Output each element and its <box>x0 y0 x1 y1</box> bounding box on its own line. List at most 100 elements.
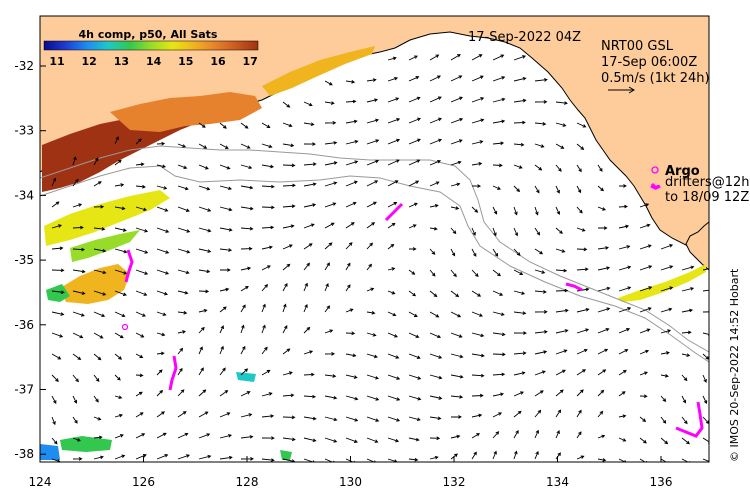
current-arrow-icon <box>387 267 396 271</box>
plot-frame <box>39 15 710 463</box>
currents-source: NRT00 GSL <box>601 39 674 54</box>
current-arrow-icon <box>93 157 99 166</box>
current-arrow-icon <box>576 431 582 439</box>
current-arrow-icon <box>219 248 233 252</box>
current-arrow-icon <box>135 184 146 189</box>
current-arrow-icon <box>177 248 191 254</box>
current-arrow-icon <box>72 395 78 404</box>
x-axis: 124 126 128 130 132 134 136 <box>29 456 673 489</box>
current-arrow-icon <box>345 374 358 379</box>
current-arrow-icon <box>387 56 397 61</box>
current-arrow-icon <box>156 453 169 460</box>
current-arrow-icon <box>555 227 563 234</box>
sst-patch-small-green <box>280 450 292 460</box>
current-arrow-icon <box>240 164 253 170</box>
current-arrow-icon <box>555 122 567 127</box>
colorbar-label: 16 <box>210 55 226 68</box>
current-arrow-icon <box>51 353 62 360</box>
current-arrow-icon <box>114 227 127 232</box>
current-arrow-icon <box>282 204 296 209</box>
argo-legend-line1: drifters@12h <box>665 175 750 190</box>
current-arrow-icon <box>534 100 548 104</box>
current-arrow-icon <box>408 117 421 124</box>
current-arrow-icon <box>660 351 670 355</box>
current-arrow-icon <box>450 353 464 359</box>
current-arrow-icon <box>324 329 334 334</box>
current-arrow-icon <box>303 223 315 229</box>
argo-tracks <box>121 182 704 438</box>
current-arrow-icon <box>408 395 422 401</box>
current-arrow-icon <box>450 227 457 235</box>
current-arrow-icon <box>51 437 58 445</box>
current-arrow-icon <box>93 248 107 253</box>
y-tick-label: -32 <box>14 59 34 73</box>
current-arrow-icon <box>135 162 145 167</box>
current-arrow-icon <box>303 243 313 250</box>
current-arrow-icon <box>282 224 295 229</box>
current-arrow-icon <box>282 183 296 188</box>
current-arrow-icon <box>513 206 518 216</box>
current-arrow-icon <box>324 101 335 105</box>
current-arrow-icon <box>345 395 359 401</box>
colorbar-title: 4h comp, p50, All Sats <box>79 28 218 41</box>
current-arrow-icon <box>576 247 588 252</box>
current-arrow-icon <box>534 269 546 274</box>
current-arrow-icon <box>366 437 379 443</box>
current-arrow-icon <box>366 287 375 292</box>
current-arrow-icon <box>240 143 251 149</box>
current-arrow-icon <box>345 80 356 84</box>
colorbar-label: 15 <box>178 55 193 68</box>
current-arrow-icon <box>135 138 142 145</box>
current-arrow-icon <box>597 266 611 271</box>
current-arrow-icon <box>219 227 233 232</box>
current-arrow-icon <box>681 416 688 425</box>
colorbar-label: 11 <box>49 55 64 68</box>
current-arrow-icon <box>513 290 526 295</box>
argo-legend: Argo drifters@12h to 18/09 12Z <box>650 164 750 205</box>
current-arrow-icon <box>156 432 167 439</box>
current-arrow-icon <box>387 332 398 338</box>
current-arrow-icon <box>408 332 420 339</box>
current-arrow-icon <box>513 185 521 193</box>
current-arrow-icon <box>198 411 209 418</box>
current-arrow-icon <box>198 389 207 397</box>
current-arrow-icon <box>576 122 587 128</box>
current-arrow-icon <box>345 353 357 358</box>
current-arrow-icon <box>282 348 291 355</box>
current-arrow-icon <box>261 303 266 313</box>
current-arrow-icon <box>534 206 539 216</box>
current-arrow-icon <box>408 374 422 380</box>
current-arrow-icon <box>408 311 418 317</box>
current-arrow-icon <box>702 437 709 444</box>
current-arrow-icon <box>702 289 709 292</box>
current-arrow-icon <box>324 416 338 422</box>
current-arrow-icon <box>534 409 542 418</box>
current-arrow-icon <box>555 164 562 172</box>
current-arrow-icon <box>387 311 397 317</box>
current-arrow-icon <box>555 409 562 418</box>
current-arrow-icon <box>534 185 540 194</box>
y-tick-label: -37 <box>14 383 34 397</box>
current-arrow-icon <box>576 307 590 313</box>
current-arrow-icon <box>681 308 694 313</box>
current-arrow-icon <box>471 332 485 338</box>
current-arrow-icon <box>345 222 355 229</box>
current-arrow-icon <box>492 372 506 377</box>
sst-patch-orange-band <box>110 92 262 132</box>
current-arrow-icon <box>618 265 632 271</box>
current-arrow-icon <box>261 245 273 250</box>
current-arrow-icon <box>450 374 464 379</box>
current-arrow-icon <box>261 265 271 271</box>
current-arrow-icon <box>576 348 588 355</box>
current-arrow-icon <box>492 227 497 237</box>
current-arrow-icon <box>261 164 275 169</box>
current-arrow-icon <box>408 416 421 422</box>
current-arrow-icon <box>135 332 145 338</box>
current-arrow-icon <box>387 202 398 208</box>
current-arrow-icon <box>114 454 126 460</box>
current-arrow-icon <box>408 202 418 208</box>
current-arrow-icon <box>408 55 418 61</box>
current-arrow-icon <box>72 311 85 317</box>
x-tick-label: 136 <box>650 475 673 489</box>
current-arrow-icon <box>492 290 504 296</box>
